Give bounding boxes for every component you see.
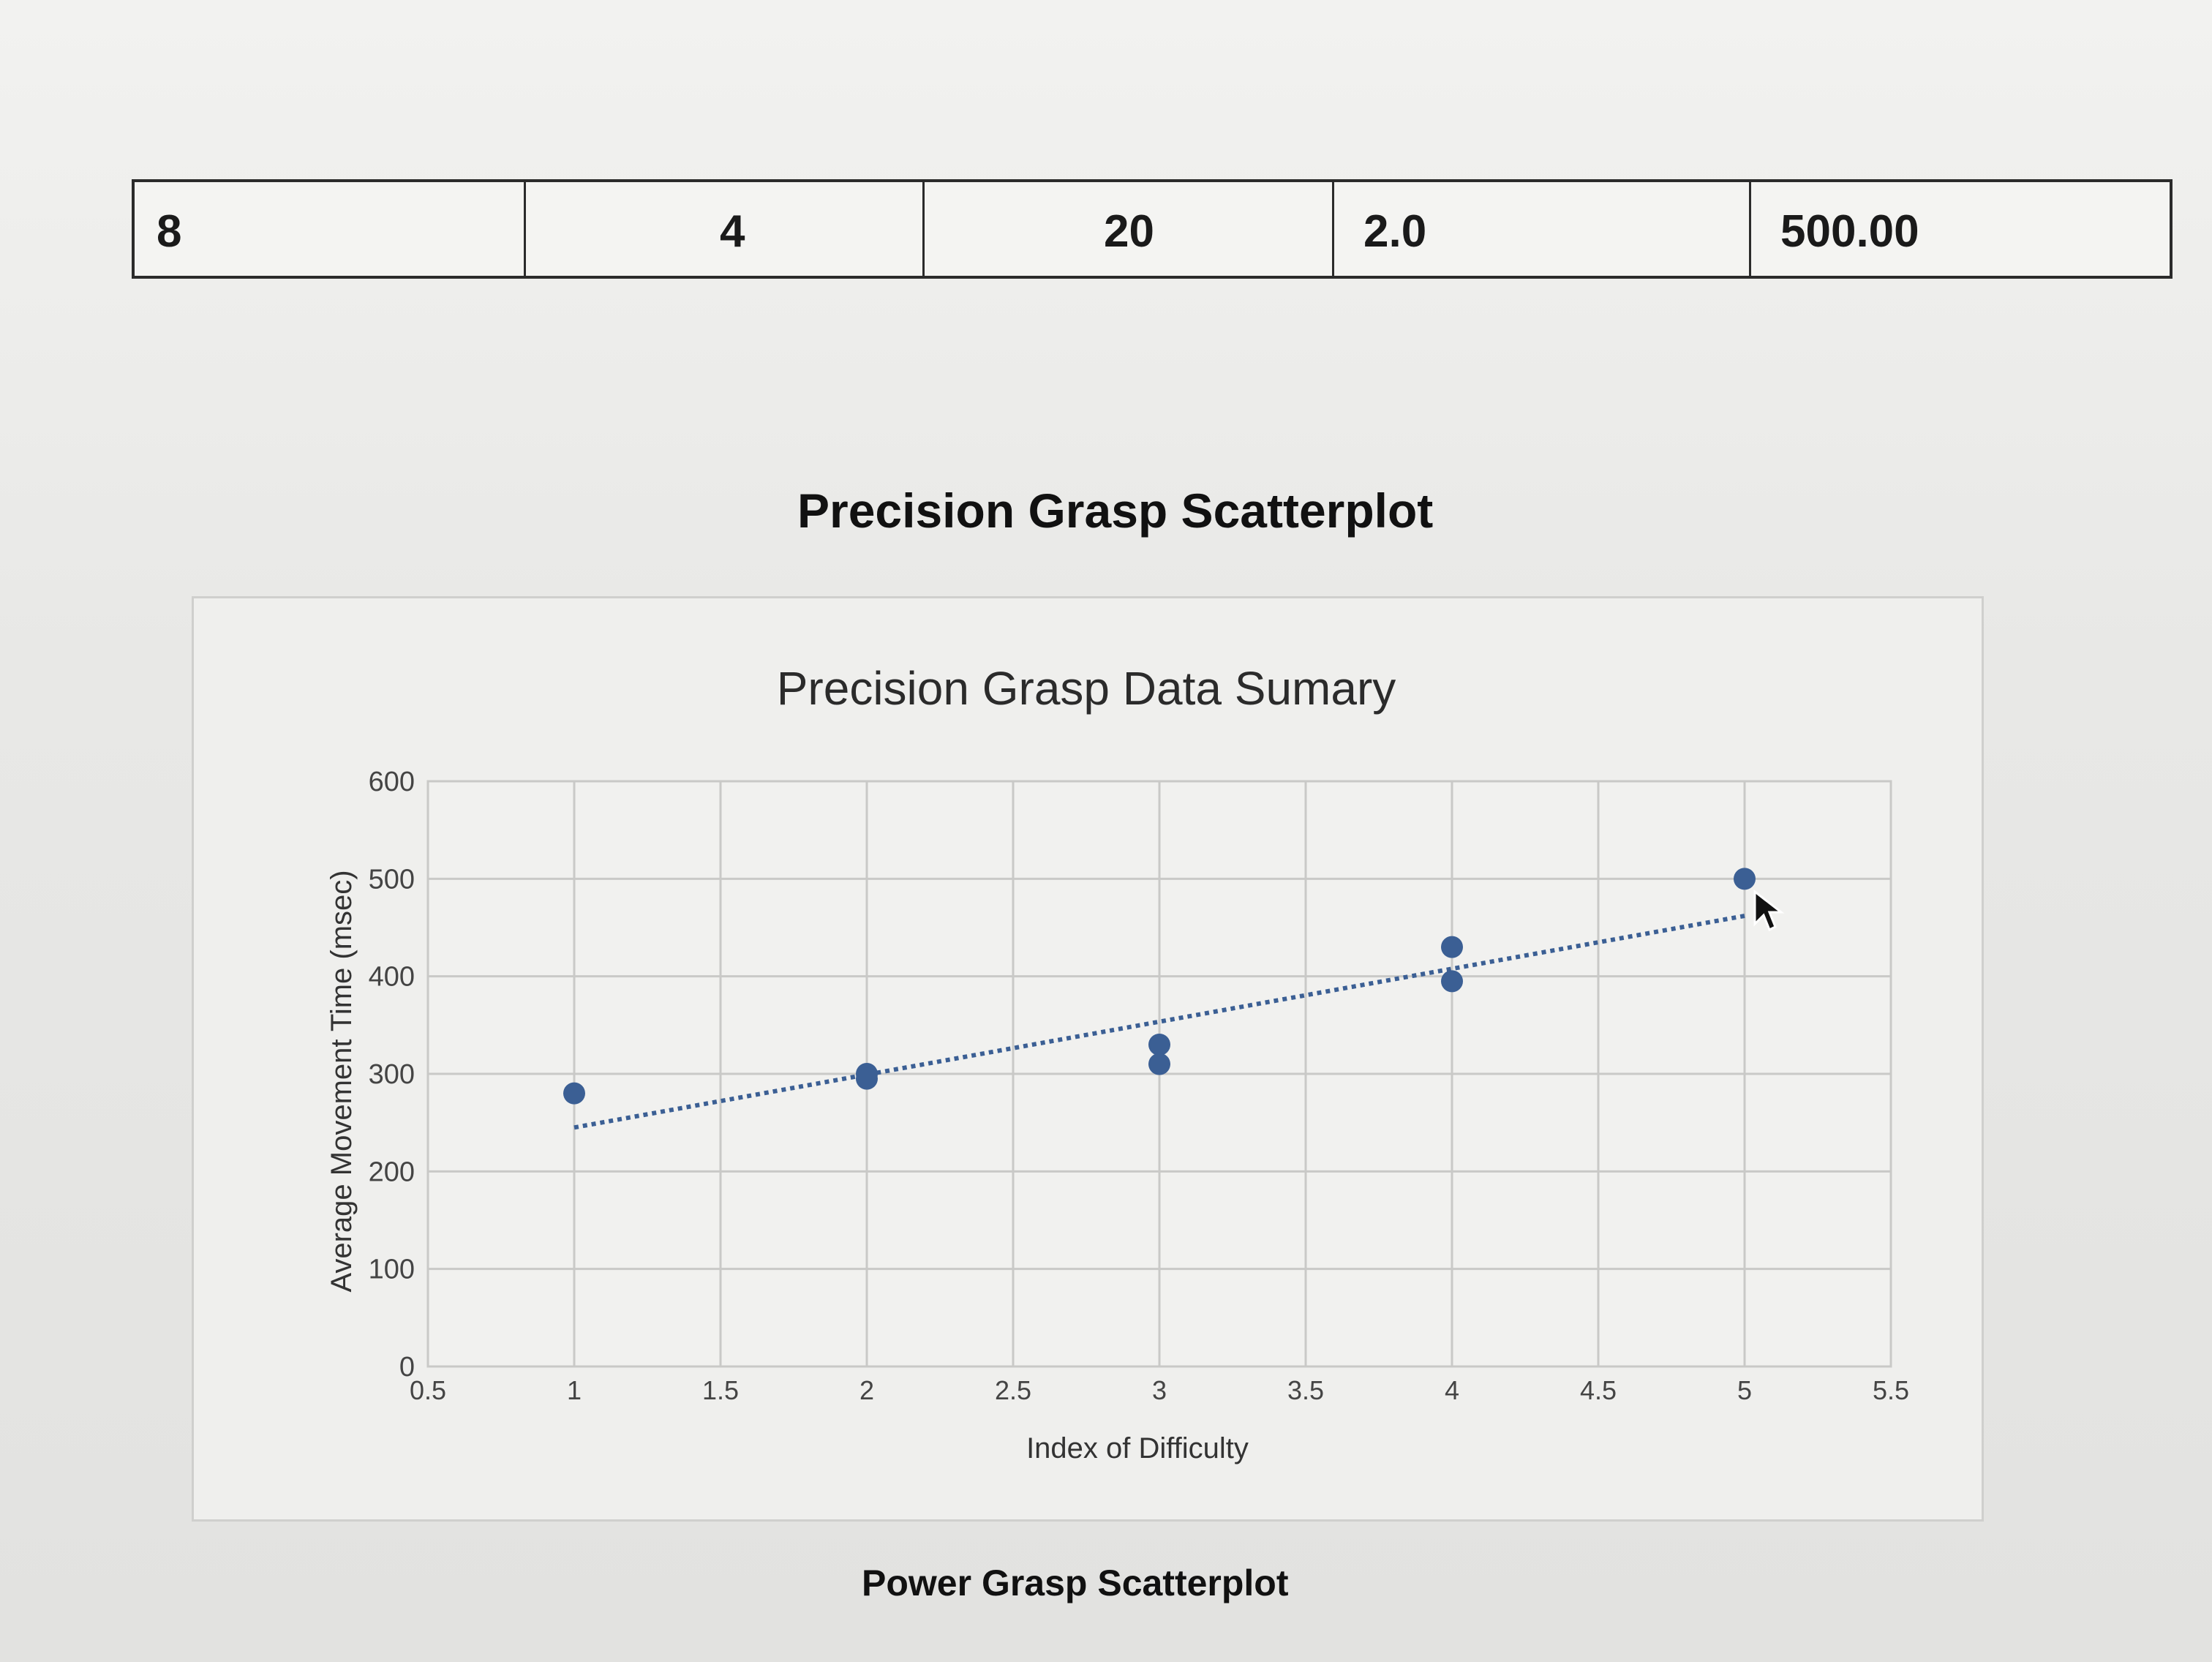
x-tick-label: 3 [1152,1375,1167,1405]
x-tick-label: 5 [1737,1375,1752,1405]
x-tick-label: 1.5 [702,1375,739,1405]
y-tick-label: 400 [369,962,415,993]
table-cell: 8 [135,182,526,276]
chart-title: Precision Grasp Data Sumary [777,662,1396,715]
x-tick-label: 5.5 [1873,1375,1909,1405]
y-tick-label: 500 [369,864,415,895]
data-point [1734,868,1756,890]
data-table-row: 8 4 20 2.0 500.00 [132,179,2172,279]
y-tick-label: 600 [369,767,415,797]
data-point [1441,970,1463,993]
y-tick-label: 200 [369,1157,415,1187]
x-tick-label: 2.5 [995,1375,1031,1405]
precision-grasp-chart: 0.5 1 1.5 2 2.5 3 3.5 4 4.5 5 5.5 0 100 200 300 400 500 6… [194,598,1982,1519]
tick-labels: 0.5 1 1.5 2 2.5 3 3.5 4 4.5 5 5.5 0 100 200 300 400 500 6… [369,767,1909,1405]
data-point [1148,1034,1170,1056]
mouse-pointer-icon [1752,889,1787,939]
x-tick-label: 4 [1445,1375,1459,1405]
grid [426,780,1892,1368]
x-axis-label: Index of Difficulty [1026,1432,1249,1464]
x-tick-label: 4.5 [1580,1375,1617,1405]
y-tick-label: 100 [369,1255,415,1285]
x-tick-label: 1 [567,1375,582,1405]
x-tick-label: 2 [859,1375,874,1405]
x-tick-label: 3.5 [1287,1375,1324,1405]
table-cell: 2.0 [1334,182,1751,276]
chart-frame[interactable]: 0.5 1 1.5 2 2.5 3 3.5 4 4.5 5 5.5 0 100 200 300 400 500 6… [192,596,1984,1522]
y-axis-label: Average Movement Time (msec) [326,870,358,1292]
data-point [563,1082,585,1105]
data-points [563,868,1756,1105]
y-tick-label: 300 [369,1059,415,1090]
y-tick-label: 0 [399,1352,415,1383]
x-tick-label: 0.5 [410,1375,446,1405]
table-cell: 500.00 [1780,206,1919,257]
precision-scatterplot-heading: Precision Grasp Scatterplot [797,484,1434,538]
data-point [856,1067,878,1090]
table-cell: 4 [526,182,925,276]
data-point [1148,1053,1170,1075]
power-scatterplot-heading: Power Grasp Scatterplot [862,1563,1289,1603]
table-cell: 20 [925,182,1334,276]
data-point [1441,936,1463,958]
